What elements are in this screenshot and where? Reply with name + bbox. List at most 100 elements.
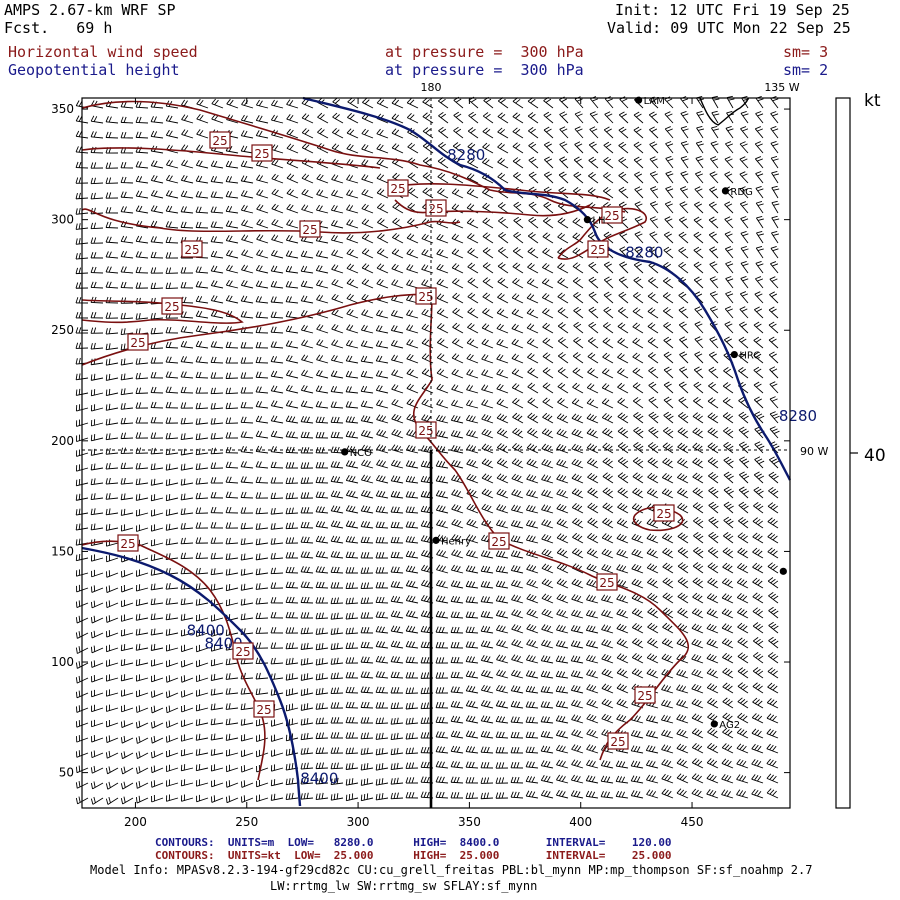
wind-barb bbox=[707, 577, 719, 589]
wind-barb bbox=[210, 236, 224, 244]
wind-barb bbox=[480, 610, 494, 619]
height-contour-label: 8280 bbox=[447, 146, 485, 164]
wind-barb bbox=[662, 457, 674, 469]
wind-barb bbox=[135, 674, 149, 682]
wind-barb bbox=[480, 565, 494, 574]
wind-barb bbox=[513, 216, 524, 229]
wind-barb bbox=[556, 443, 569, 454]
wind-barb bbox=[225, 506, 239, 514]
wind-barb bbox=[376, 173, 389, 184]
wind-barb bbox=[525, 685, 539, 694]
wind-barb bbox=[527, 352, 539, 364]
wind-barb bbox=[585, 624, 599, 634]
wind-barb bbox=[151, 794, 164, 803]
wind-barb bbox=[512, 127, 524, 139]
wind-barb bbox=[256, 174, 269, 184]
wind-barb bbox=[330, 566, 344, 574]
wind-barb bbox=[135, 493, 149, 501]
wind-barb bbox=[210, 583, 224, 591]
wind-barb bbox=[588, 276, 599, 289]
wind-barb bbox=[225, 372, 239, 379]
wind-barb bbox=[225, 476, 239, 484]
wind-barb bbox=[90, 765, 104, 774]
wind-barb bbox=[691, 743, 704, 754]
wind-barb bbox=[571, 458, 584, 469]
wind-barb bbox=[241, 264, 254, 274]
wind-barb bbox=[210, 372, 224, 379]
wind-barb bbox=[121, 599, 134, 608]
wind-barb bbox=[270, 597, 284, 604]
field1-name: Horizontal wind speed bbox=[8, 43, 198, 61]
wind-barb bbox=[300, 703, 314, 711]
wind-barb bbox=[105, 116, 119, 124]
speed-contour-label: 25 bbox=[127, 333, 149, 351]
wind-barb bbox=[541, 489, 554, 499]
wind-barb bbox=[466, 444, 479, 454]
wind-barb bbox=[587, 337, 599, 349]
wind-barb bbox=[225, 461, 239, 469]
wind-barb bbox=[771, 170, 780, 184]
wind-barb bbox=[317, 112, 329, 124]
wind-barb bbox=[450, 459, 464, 469]
wind-barb bbox=[195, 552, 209, 559]
wind-barb bbox=[602, 487, 614, 499]
wind-barbs-layer bbox=[75, 95, 780, 805]
wind-barb bbox=[330, 551, 344, 559]
wind-barb bbox=[346, 248, 359, 259]
wind-barb bbox=[375, 747, 389, 756]
wind-barb bbox=[332, 112, 344, 124]
wind-barb bbox=[225, 357, 239, 364]
wind-barb bbox=[647, 307, 659, 319]
wind-barb bbox=[663, 231, 674, 244]
wind-barb bbox=[496, 488, 509, 499]
wind-barb bbox=[497, 127, 509, 139]
wind-barb bbox=[90, 373, 104, 381]
wind-barb bbox=[345, 642, 359, 650]
wind-barb bbox=[467, 157, 479, 169]
wind-barb bbox=[541, 278, 554, 289]
wind-barb bbox=[315, 550, 329, 559]
wind-barb bbox=[496, 654, 509, 664]
wind-barb bbox=[438, 97, 449, 109]
wind-barb bbox=[391, 384, 404, 394]
wind-barb bbox=[135, 175, 149, 184]
wind-barb bbox=[617, 337, 629, 349]
wind-barb bbox=[618, 291, 629, 304]
wind-barb bbox=[632, 322, 644, 334]
wind-barb bbox=[556, 593, 569, 604]
wind-barb bbox=[691, 728, 704, 739]
wind-barb bbox=[360, 340, 374, 349]
wind-barb bbox=[255, 371, 269, 379]
wind-barb bbox=[405, 777, 419, 784]
wind-barb bbox=[603, 187, 614, 199]
wind-barb bbox=[767, 577, 779, 589]
wind-barb bbox=[527, 232, 539, 244]
wind-barb bbox=[105, 585, 119, 593]
wind-barb bbox=[121, 704, 134, 713]
wind-barb bbox=[90, 266, 104, 274]
wind-barb bbox=[315, 612, 329, 620]
wind-barb bbox=[105, 403, 119, 411]
wind-barb bbox=[755, 200, 764, 214]
wind-barb bbox=[135, 417, 149, 424]
wind-barb bbox=[405, 595, 419, 604]
wind-barb bbox=[661, 729, 674, 739]
wind-barb bbox=[480, 730, 494, 739]
wind-barb bbox=[331, 339, 344, 349]
wind-barb bbox=[512, 97, 524, 109]
wind-barb bbox=[181, 644, 194, 653]
wind-barb bbox=[405, 475, 419, 484]
wind-barb bbox=[225, 402, 239, 410]
speed-contour-label: 25 bbox=[607, 732, 629, 750]
wind-barb bbox=[330, 777, 344, 785]
wind-barb bbox=[270, 612, 284, 619]
wind-barb bbox=[180, 779, 194, 787]
wind-barb bbox=[150, 659, 164, 667]
wind-barb bbox=[647, 472, 659, 484]
height-contour-label: 8400 bbox=[300, 770, 338, 788]
wind-barb bbox=[645, 759, 659, 769]
wind-barb bbox=[90, 162, 104, 169]
wind-barb bbox=[150, 357, 164, 364]
wind-barb bbox=[375, 596, 389, 604]
wind-barb bbox=[510, 550, 524, 559]
